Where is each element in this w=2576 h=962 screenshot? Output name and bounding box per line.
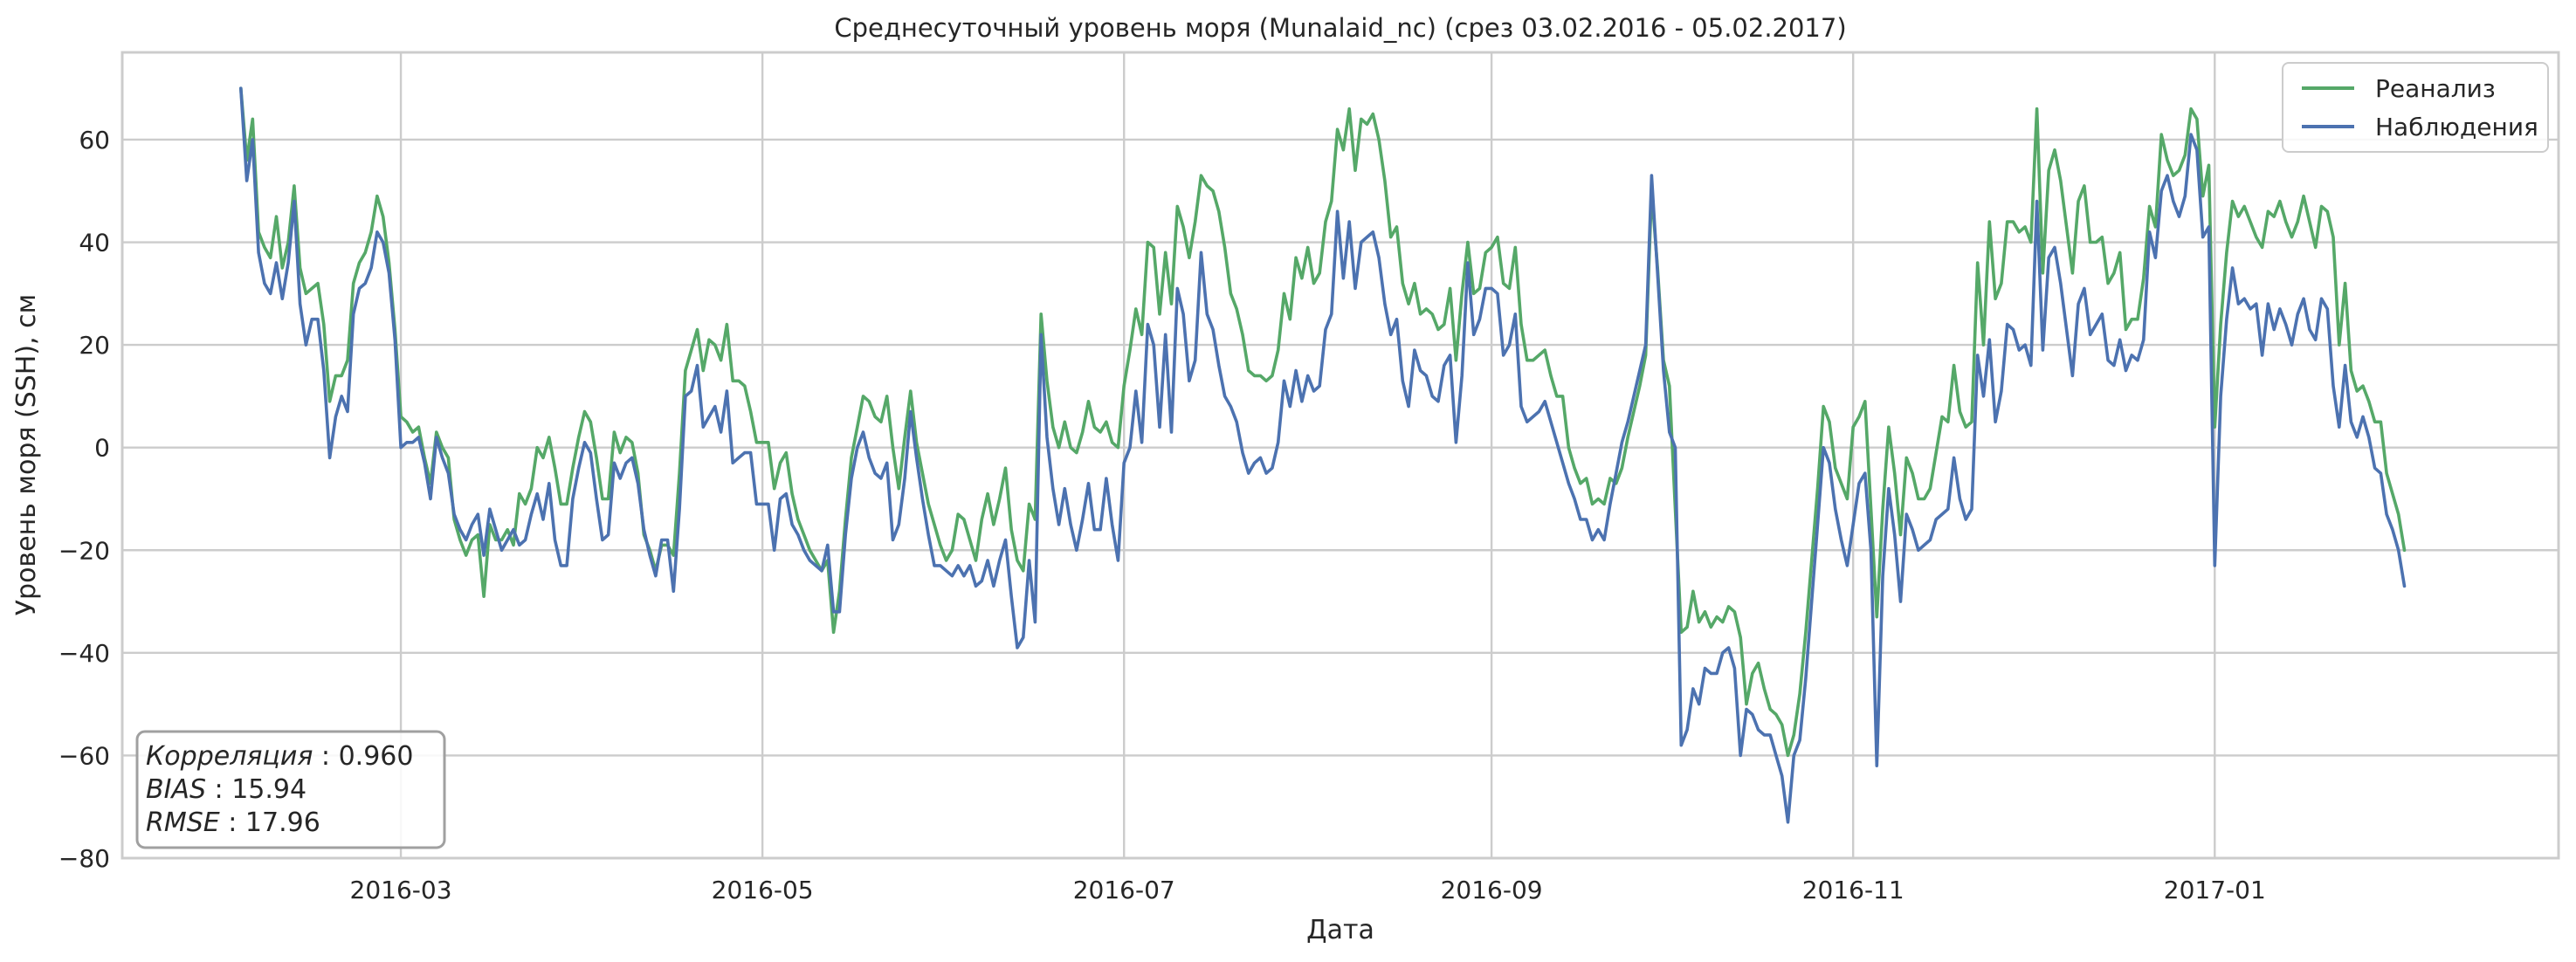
stats-box: Корреляция : 0.960 BIAS : 15.94 RMSE : 1… — [135, 730, 446, 849]
series-layer — [238, 86, 2407, 824]
series-reanalysis-line — [238, 86, 2407, 758]
y-tick-label: −40 — [59, 639, 110, 668]
legend: Реанализ Наблюдения — [2282, 62, 2549, 153]
y-tick-label: 40 — [79, 229, 110, 258]
y-axis-label: Уровень моря (SSH), см — [11, 294, 42, 616]
chart-title: Среднесуточный уровень моря (Munalaid_nc… — [834, 13, 1846, 43]
legend-box — [2282, 62, 2549, 153]
x-tick-label: 2016-09 — [1441, 876, 1543, 904]
stat-correlation-key: Корреляция — [146, 741, 313, 772]
stat-rmse: RMSE : 17.96 — [146, 807, 320, 838]
x-tick-label: 2016-11 — [1802, 876, 1904, 904]
series-observations-line — [238, 86, 2407, 824]
stat-correlation: Корреляция : 0.960 — [146, 741, 413, 772]
stat-rmse-key: RMSE — [146, 807, 220, 838]
stat-rmse-sep: : — [220, 807, 245, 838]
y-tick-label: −20 — [59, 536, 110, 565]
stat-correlation-value: 0.960 — [339, 741, 414, 772]
plot-frame — [121, 51, 2560, 860]
stat-bias-key: BIAS — [146, 774, 206, 805]
x-tick-label: 2016-03 — [350, 876, 452, 904]
stats-box-frame — [135, 730, 446, 849]
stat-correlation-sep: : — [313, 741, 338, 772]
y-tick-label: −60 — [59, 741, 110, 770]
legend-label-reanalysis: Реанализ — [2375, 74, 2496, 103]
y-tick-labels: −80 −60 −40 −20 0 20 40 60 — [59, 126, 110, 873]
x-axis-label: Дата — [1306, 915, 1374, 945]
stat-bias-sep: : — [206, 774, 231, 805]
y-tick-label: −80 — [59, 844, 110, 873]
legend-label-observations: Наблюдения — [2375, 113, 2538, 141]
y-tick-label: 0 — [94, 434, 110, 463]
x-tick-labels: 2016-03 2016-05 2016-07 2016-09 2016-11 2017-… — [350, 876, 2266, 904]
stat-bias-value: 15.94 — [231, 774, 307, 805]
stat-bias: BIAS : 15.94 — [146, 774, 307, 805]
stat-rmse-value: 17.96 — [245, 807, 320, 838]
x-tick-label: 2016-05 — [712, 876, 814, 904]
x-tick-label: 2017-01 — [2164, 876, 2266, 904]
y-tick-label: 20 — [79, 331, 110, 360]
y-tick-label: 60 — [79, 126, 110, 155]
x-tick-label: 2016-07 — [1073, 876, 1175, 904]
